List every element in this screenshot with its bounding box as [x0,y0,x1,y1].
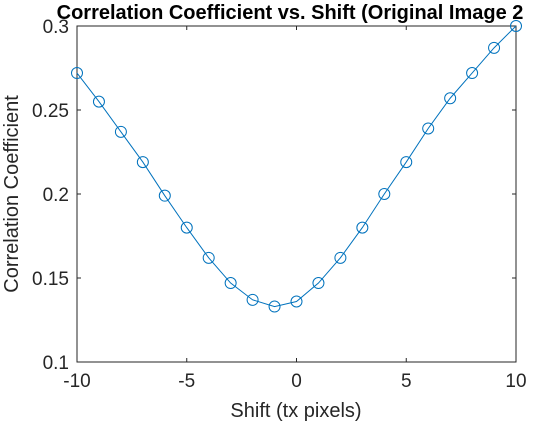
y-tick-label: 0.25 [32,101,69,122]
data-point [202,251,215,264]
chart-title: Correlation Coefficient vs. Shift (Origi… [57,2,524,24]
data-point [466,67,479,80]
x-tick-label: -10 [63,371,90,392]
data-point [400,156,413,169]
data-point [334,251,347,264]
data-point [180,221,193,234]
data-point [422,122,435,135]
x-tick-label: -5 [178,371,195,392]
x-axis-label: Shift (tx pixels) [230,400,361,422]
data-point [510,20,522,32]
data-point [378,188,391,200]
x-tick-label: 5 [401,371,412,392]
data-point [312,277,325,290]
x-axis-ticks: -10 -5 0 5 10 [63,26,527,392]
y-tick-label: 0.1 [43,353,69,374]
data-point [71,67,83,80]
data-point [158,189,171,202]
data-point [224,277,237,290]
x-tick-label: 10 [505,371,526,392]
x-tick-label: 0 [291,371,302,392]
data-point [136,156,149,169]
data-point [246,293,259,306]
y-tick-label: 0.2 [43,185,69,206]
y-tick-label: 0.3 [43,17,69,38]
series-markers [71,20,522,313]
data-point [488,41,501,54]
series-line [76,25,517,308]
y-axis-ticks: 0.1 0.15 0.2 0.25 0.3 [32,17,516,374]
data-point [356,221,369,234]
plot-area [76,25,517,363]
y-tick-label: 0.15 [32,269,69,290]
y-axis-label: Correlation Coefficient [1,95,23,293]
data-point [114,125,127,138]
data-point [290,295,303,308]
data-point [92,95,105,108]
data-point [444,92,457,105]
data-point [268,300,281,313]
